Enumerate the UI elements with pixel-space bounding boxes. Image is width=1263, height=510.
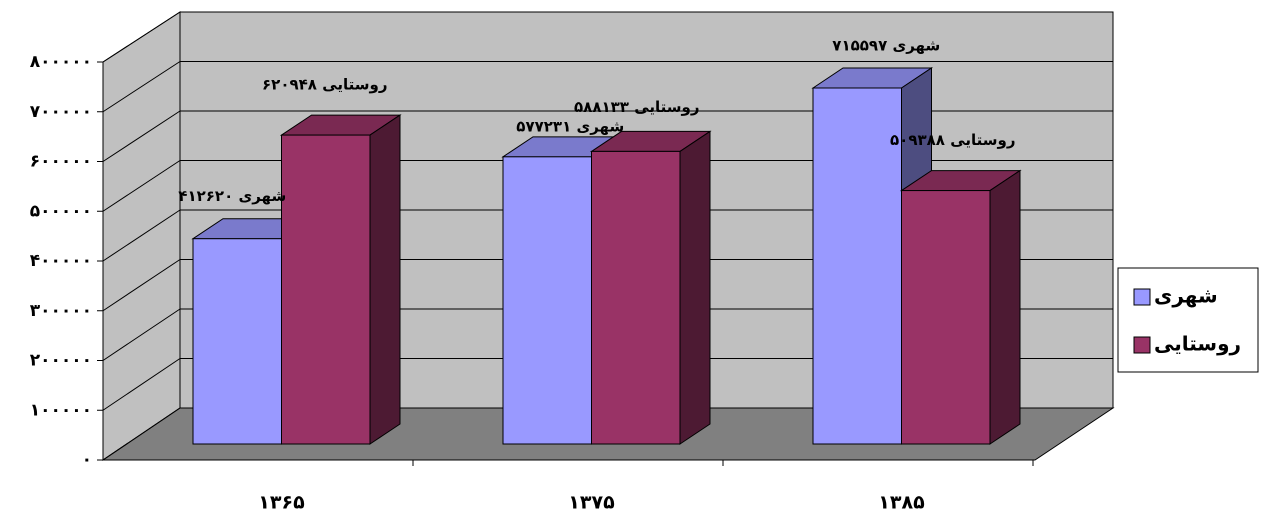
legend <box>1117 267 1259 373</box>
grid-line <box>102 358 181 411</box>
y-tick-label: ۸۰۰۰۰۰ <box>30 52 92 72</box>
grid-line <box>102 110 181 162</box>
data-label: شهری ۵۷۷۲۳۱ <box>516 117 624 135</box>
y-tick-label: ۵۰۰۰۰۰ <box>30 201 92 221</box>
grid-line <box>102 61 181 113</box>
grid-line <box>102 308 181 361</box>
grid-line <box>102 407 181 461</box>
bar <box>281 134 371 445</box>
data-label: روستایی ۵۸۸۱۳۳ <box>574 98 699 116</box>
grid-line <box>102 209 181 262</box>
bar-side <box>369 114 401 445</box>
data-label: شهری ۴۱۲۶۲۰ <box>178 187 286 205</box>
grid-line <box>102 259 181 312</box>
x-tick-label: ۱۳۶۵ <box>258 492 305 510</box>
legend-label: شهری <box>1154 284 1218 308</box>
data-label: روستایی ۶۲۰۹۴۸ <box>262 76 387 94</box>
bar <box>901 190 991 445</box>
legend-label: روستایی <box>1154 332 1241 356</box>
bar-side <box>989 169 1021 445</box>
y-tick-label: ۲۰۰۰۰۰ <box>30 351 92 371</box>
bar <box>812 87 902 445</box>
bar <box>591 150 681 445</box>
x-tick-label: ۱۳۷۵ <box>568 492 615 510</box>
bar <box>502 156 592 445</box>
y-tick-label: ۷۰۰۰۰۰ <box>30 102 92 122</box>
data-label: شهری ۷۱۵۵۹۷ <box>832 36 940 54</box>
legend-swatch <box>1133 288 1151 306</box>
legend-swatch <box>1133 336 1151 354</box>
x-tick-label: ۱۳۸۵ <box>878 492 925 510</box>
data-label: روستایی ۵۰۹۳۸۸ <box>890 131 1015 149</box>
y-tick-label: ۶۰۰۰۰۰ <box>30 152 92 172</box>
y-tick-label: ۰ <box>82 450 92 470</box>
grid-line <box>102 11 181 63</box>
y-tick-label: ۳۰۰۰۰۰ <box>30 301 92 321</box>
y-tick-label: ۴۰۰۰۰۰ <box>30 251 92 271</box>
bar <box>192 238 282 445</box>
y-tick-label: ۱۰۰۰۰۰ <box>30 400 92 420</box>
grid-line <box>102 160 181 212</box>
bars <box>191 67 1022 445</box>
bar-side <box>679 130 711 445</box>
